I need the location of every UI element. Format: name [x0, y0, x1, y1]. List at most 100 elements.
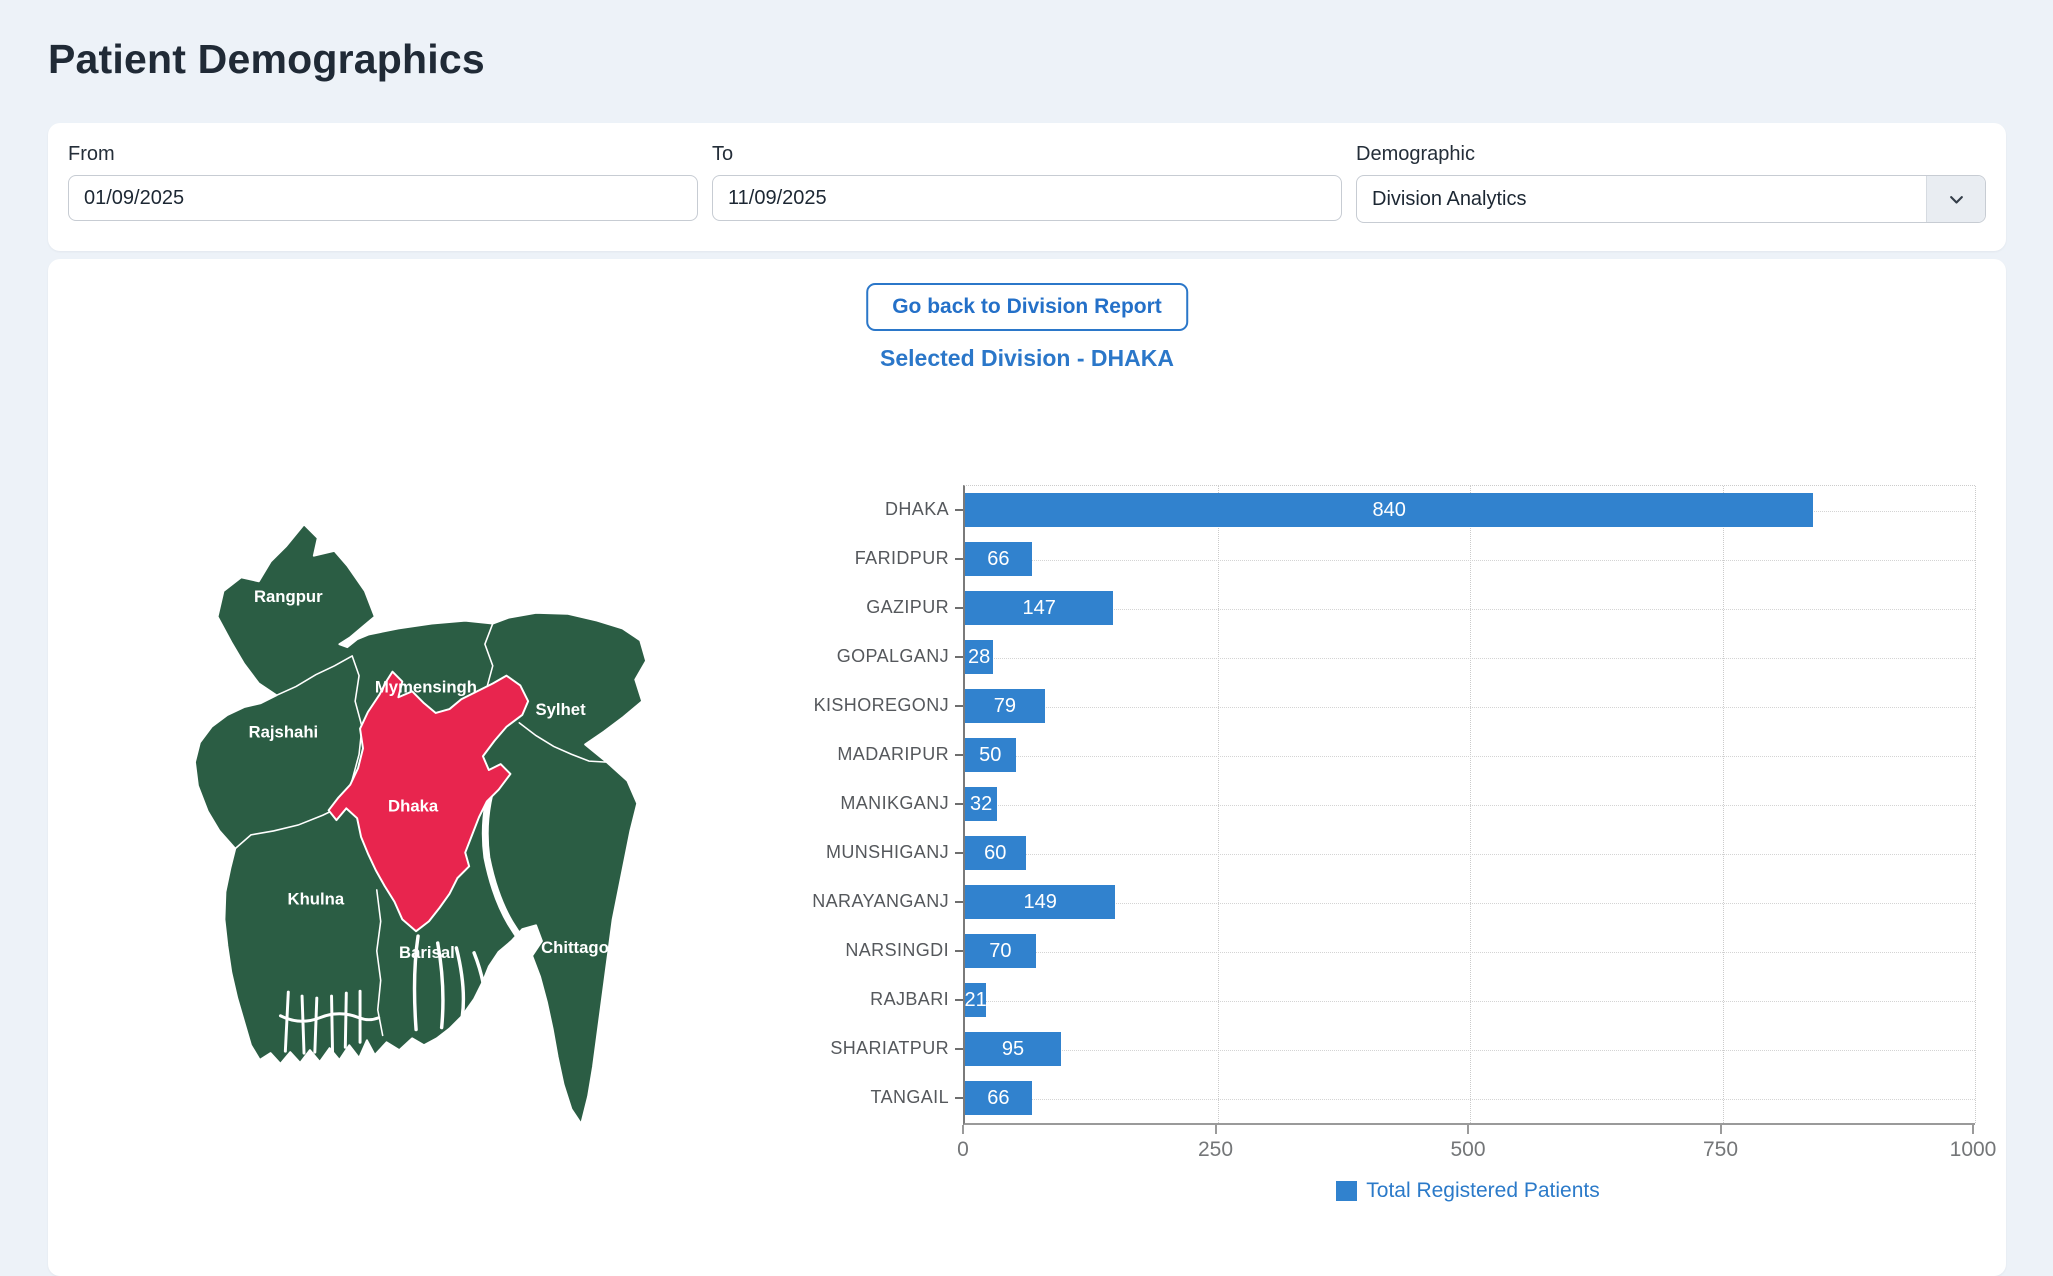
horizontal-gridline: [965, 853, 1975, 855]
bar-value: 21: [964, 988, 987, 1011]
bar-value: 50: [979, 743, 1002, 766]
selected-division-text: Selected Division - DHAKA: [880, 345, 1174, 371]
plot-row: 60: [965, 829, 1975, 878]
chart-ylabels: DHAKA FARIDPUR GAZIPUR GOPALGANJ KISHOREGONJ…: [763, 485, 963, 1125]
category-row: GAZIPUR: [763, 583, 963, 632]
bar-manikganj: 32: [965, 787, 998, 821]
report-card: Go back to Division Report Selected Divi…: [48, 259, 2006, 1276]
category-label: GOPALGANJ: [836, 646, 949, 666]
plot-row: 28: [965, 633, 1975, 682]
category-label: RAJBARI: [870, 989, 949, 1009]
category-label: FARIDPUR: [854, 548, 949, 568]
bar-value: 70: [989, 939, 1012, 962]
horizontal-gridline: [965, 755, 1975, 757]
bar-value: 66: [987, 1086, 1010, 1109]
y-axis-tick: [955, 704, 963, 707]
bar-value: 79: [993, 694, 1017, 717]
horizontal-gridline: [965, 1098, 1975, 1100]
category-label: MANIKGANJ: [840, 793, 949, 813]
bar-value: 149: [1023, 890, 1057, 913]
horizontal-gridline: [965, 559, 1975, 561]
category-row: FARIDPUR: [763, 534, 963, 583]
category-label: NARAYANGANJ: [812, 891, 949, 911]
horizontal-gridline: [965, 1049, 1975, 1051]
category-row: MANIKGANJ: [763, 779, 963, 828]
plot-row: 66: [965, 1074, 1975, 1123]
chart-legend[interactable]: Total Registered Patients: [963, 1179, 1973, 1203]
bar-dhaka: 840: [965, 493, 1814, 527]
x-tick-label: 1000: [1949, 1138, 1997, 1161]
to-label: To: [712, 143, 734, 165]
horizontal-gridline: [965, 804, 1975, 806]
plot-row: 50: [965, 731, 1975, 780]
demographic-select[interactable]: Division Analytics: [1356, 175, 1986, 223]
demographic-selected-value: Division Analytics: [1372, 187, 1527, 210]
vertical-gridline: [1975, 486, 1976, 1123]
category-row: DHAKA: [763, 485, 963, 534]
horizontal-gridline: [965, 657, 1975, 659]
plot-row: 149: [965, 878, 1975, 927]
map-sundarbans-channels: [278, 989, 381, 1055]
bar-rajbari: 21: [964, 983, 987, 1017]
category-row: MUNSHIGANJ: [763, 828, 963, 877]
map-river-meghna: [481, 768, 533, 955]
bar-faridpur: 66: [965, 542, 1032, 576]
category-label: GAZIPUR: [866, 597, 949, 617]
horizontal-gridline: [965, 608, 1975, 610]
category-label: DHAKA: [884, 499, 949, 519]
map-svg: RangpurRajshahiMymensinghSylhetDhakaKhul…: [193, 523, 648, 1125]
bar-value: 28: [968, 645, 991, 668]
bar-value: 32: [970, 792, 993, 815]
map-river-delta: [412, 934, 488, 1032]
y-axis-tick: [955, 1047, 963, 1050]
chart-plot: 840 66 147 28 79 50 32 60 149 70 21 95 66: [963, 485, 1976, 1125]
x-axis-tick: [1972, 1125, 1974, 1134]
to-field-group: To: [712, 143, 1342, 231]
category-row: SHARIATPUR: [763, 1024, 963, 1073]
y-axis-tick: [955, 851, 963, 854]
bangladesh-division-map: Rangpur Rajshahi Mymensingh Sylhet Dhaka Khul…: [190, 517, 652, 1139]
map-division-dhaka-selected[interactable]: [327, 670, 530, 933]
plot-row: 840: [965, 486, 1975, 535]
bar-gopalganj: 28: [965, 640, 994, 674]
plot-row: 32: [965, 780, 1975, 829]
plot-row: 79: [965, 682, 1975, 731]
bar-narsingdi: 70: [965, 934, 1036, 968]
category-label: TANGAIL: [870, 1087, 949, 1107]
plot-row: 95: [965, 1025, 1975, 1074]
category-label: MUNSHIGANJ: [825, 842, 949, 862]
y-axis-tick: [955, 753, 963, 756]
category-row: MADARIPUR: [763, 730, 963, 779]
y-axis-tick: [955, 949, 963, 952]
chevron-down-icon[interactable]: [1926, 176, 1985, 222]
x-tick-label: 750: [1702, 1138, 1739, 1161]
bar-narayanganj: 149: [965, 885, 1116, 919]
to-date-input[interactable]: [712, 175, 1342, 221]
bar-shariatpur: 95: [965, 1032, 1061, 1066]
bar-kishoregonj: 79: [965, 689, 1045, 723]
bar-munshiganj: 60: [965, 836, 1026, 870]
demographic-label: Demographic: [1356, 143, 1475, 165]
horizontal-gridline: [965, 902, 1975, 904]
plot-row: 66: [965, 535, 1975, 584]
y-axis-tick: [955, 557, 963, 560]
category-row: RAJBARI: [763, 975, 963, 1024]
x-axis-tick: [1214, 1125, 1217, 1134]
page-title: Patient Demographics: [48, 36, 485, 82]
from-label: From: [68, 143, 115, 165]
from-date-input[interactable]: [68, 175, 698, 221]
y-axis-tick: [955, 606, 963, 609]
category-row: NARSINGDI: [763, 926, 963, 975]
category-row: NARAYANGANJ: [763, 877, 963, 926]
category-label: SHARIATPUR: [830, 1038, 949, 1058]
district-bar-chart: DHAKA FARIDPUR GAZIPUR GOPALGANJ KISHOREGONJ…: [763, 485, 1996, 1203]
bar-gazipur: 147: [965, 591, 1114, 625]
y-axis-tick: [955, 508, 963, 511]
bar-value: 840: [1372, 498, 1406, 521]
legend-swatch: [1336, 1181, 1358, 1201]
horizontal-gridline: [965, 706, 1975, 708]
x-axis-tick: [1719, 1125, 1722, 1134]
category-row: TANGAIL: [763, 1073, 963, 1122]
back-to-division-report-button[interactable]: Go back to Division Report: [866, 283, 1188, 331]
